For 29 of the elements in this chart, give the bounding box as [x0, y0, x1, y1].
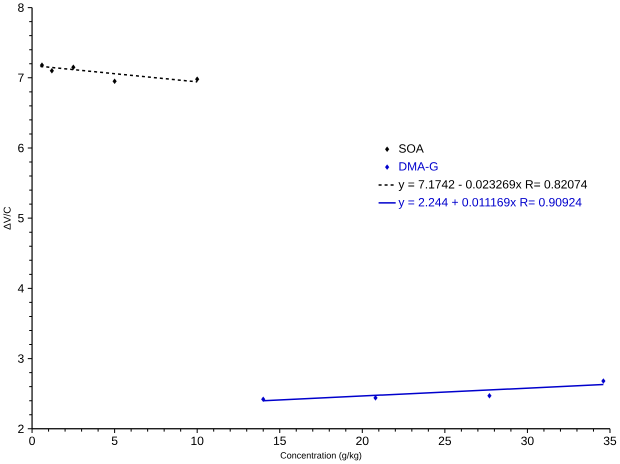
- point: [50, 68, 54, 74]
- y-tick-label: 6: [18, 144, 24, 152]
- y-tick-label: 5: [18, 214, 24, 223]
- x-tick-label: 20: [356, 436, 369, 446]
- y-tick-label: 2: [18, 424, 24, 434]
- y-tick-label: 8: [18, 3, 24, 12]
- legend-label: DMA-G: [399, 162, 438, 171]
- y-tick-label: 3: [18, 354, 24, 363]
- y-tick-label: 4: [18, 284, 24, 293]
- x-tick-label: 15: [274, 436, 286, 446]
- point: [195, 76, 200, 82]
- x-tick-label: 0: [29, 436, 35, 446]
- x-tick-label: 10: [191, 436, 204, 446]
- x-axis-title: Concentration (g/kg): [280, 452, 362, 461]
- y-axis-title: ΔV/C: [3, 207, 11, 230]
- point: [261, 396, 266, 402]
- x-tick-label: 30: [521, 436, 534, 446]
- point: [71, 64, 76, 70]
- point: [601, 378, 606, 384]
- point: [487, 393, 492, 399]
- y-tick-label: 7: [18, 74, 24, 82]
- legend-label: SOA: [398, 144, 424, 153]
- x-tick-label: 35: [604, 436, 616, 446]
- legend-label: y = 2.244 + 0.011169x R= 0.90924: [398, 198, 582, 209]
- legend-label: y = 7.1742 - 0.023269x R= 0.82074: [398, 180, 588, 192]
- x-tick-label: 5: [112, 436, 118, 446]
- point: [40, 62, 44, 68]
- point: [112, 78, 117, 84]
- x-tick-label: 25: [438, 436, 452, 446]
